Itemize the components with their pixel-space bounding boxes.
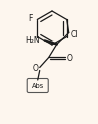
Text: Cl: Cl bbox=[71, 30, 78, 39]
FancyBboxPatch shape bbox=[27, 78, 48, 93]
Text: O: O bbox=[33, 64, 39, 73]
Text: O: O bbox=[67, 54, 73, 63]
Text: H₂N: H₂N bbox=[25, 36, 40, 45]
Text: F: F bbox=[28, 14, 32, 23]
Text: Abs: Abs bbox=[32, 82, 44, 89]
